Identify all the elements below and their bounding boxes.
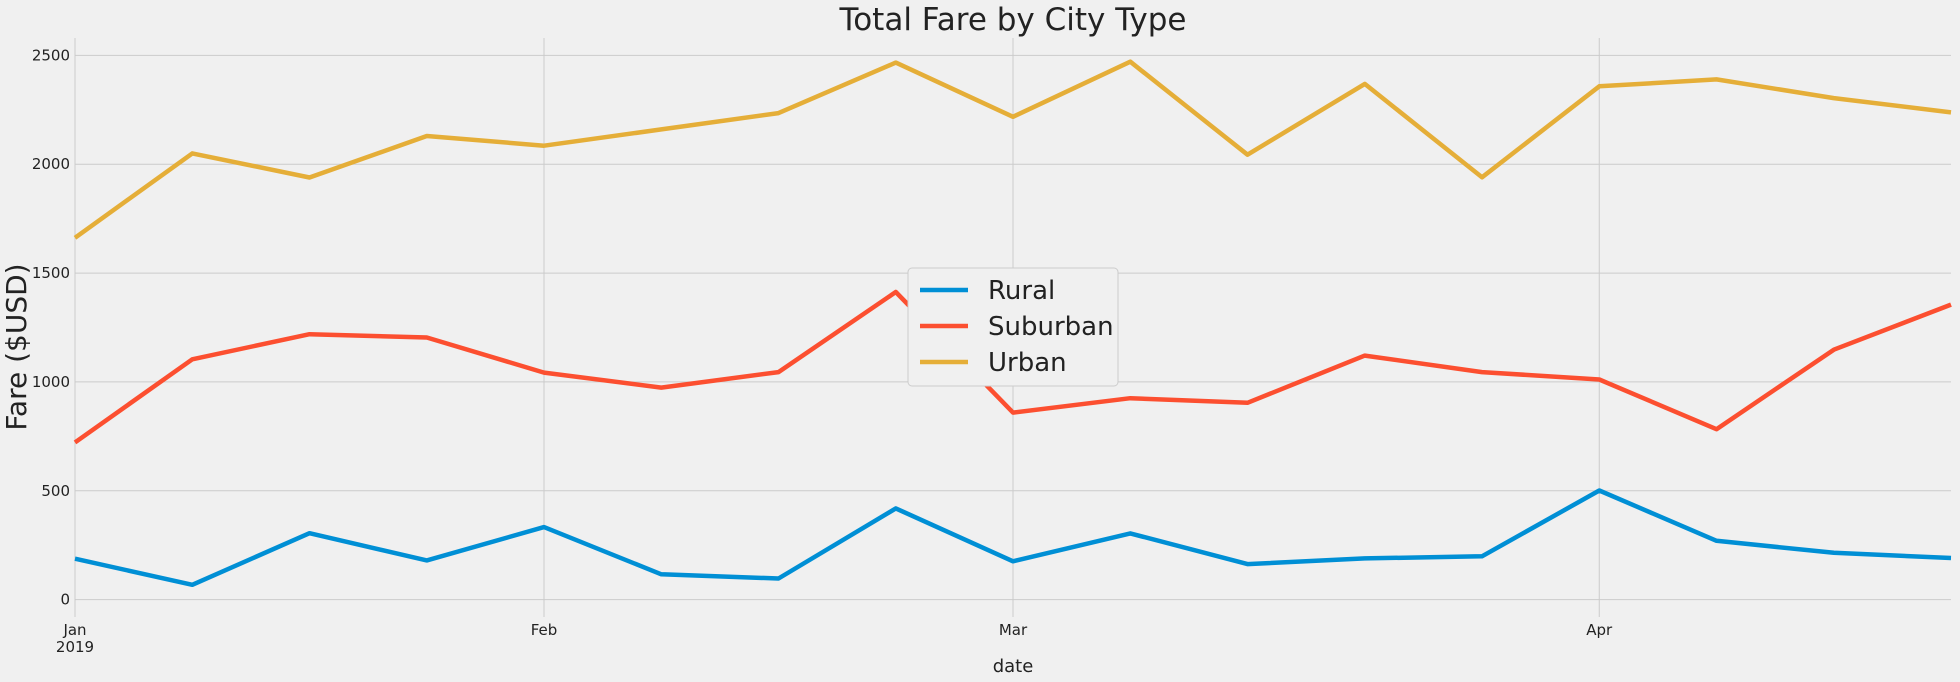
data-point-rural-5 — [659, 572, 663, 576]
data-point-suburban-5 — [659, 386, 663, 390]
data-point-urban-10 — [1246, 153, 1250, 157]
data-point-urban-8 — [1011, 115, 1015, 119]
data-point-suburban-8 — [1011, 411, 1015, 415]
data-point-suburban-10 — [1246, 401, 1250, 405]
data-point-rural-4 — [542, 525, 546, 529]
data-point-rural-3 — [425, 558, 429, 562]
data-point-urban-6 — [777, 111, 781, 115]
chart-title: Total Fare by City Type — [839, 2, 1187, 38]
data-point-rural-16 — [1949, 556, 1953, 560]
y-tick-label-2500: 2500 — [32, 46, 70, 64]
data-point-urban-3 — [425, 134, 429, 138]
data-point-suburban-1 — [190, 357, 194, 361]
y-tick-label-500: 500 — [41, 482, 70, 500]
x-tick-label-apr: Apr — [1586, 621, 1613, 639]
legend-box — [907, 267, 1119, 387]
data-point-urban-12 — [1480, 175, 1484, 179]
data-point-suburban-4 — [542, 371, 546, 375]
data-point-urban-0 — [73, 236, 77, 240]
data-point-rural-7 — [894, 506, 898, 510]
series-line-rural — [74, 488, 1952, 588]
data-point-rural-13 — [1597, 489, 1601, 493]
y-tick-label-0: 0 — [60, 591, 70, 609]
y-tick-label-1000: 1000 — [32, 373, 70, 391]
data-point-suburban-6 — [777, 370, 781, 374]
data-point-suburban-14 — [1715, 427, 1719, 431]
y-axis-title: Fare ($USD) — [0, 263, 33, 430]
data-point-suburban-11 — [1363, 354, 1367, 358]
data-point-suburban-13 — [1597, 378, 1601, 382]
data-point-urban-4 — [542, 144, 546, 148]
x-tick-label-mar: Mar — [999, 621, 1028, 639]
data-point-urban-14 — [1715, 77, 1719, 81]
data-point-suburban-7 — [894, 290, 898, 294]
series-line-urban — [73, 59, 1952, 240]
series-line-suburban — [73, 289, 1952, 445]
data-point-suburban-2 — [308, 332, 312, 336]
data-point-suburban-15 — [1832, 348, 1836, 352]
data-point-suburban-3 — [425, 336, 429, 340]
data-point-suburban-16 — [1949, 303, 1953, 307]
data-point-urban-11 — [1363, 82, 1367, 86]
data-point-urban-7 — [894, 61, 898, 65]
data-point-rural-9 — [1128, 531, 1132, 535]
data-point-urban-13 — [1597, 84, 1601, 88]
data-point-urban-9 — [1128, 60, 1132, 64]
data-point-suburban-0 — [73, 440, 77, 444]
data-point-rural-14 — [1715, 539, 1719, 543]
data-point-rural-0 — [73, 557, 77, 561]
legend-label-rural: Rural — [988, 276, 1055, 306]
data-point-rural-1 — [190, 583, 194, 587]
data-point-suburban-9 — [1128, 396, 1132, 400]
data-point-rural-11 — [1363, 556, 1367, 560]
x-axis-title: date — [993, 656, 1034, 677]
data-point-urban-1 — [190, 151, 194, 155]
y-tick-label-1500: 1500 — [32, 264, 70, 282]
data-point-urban-5 — [659, 127, 663, 131]
data-point-urban-16 — [1949, 110, 1953, 114]
x-tick-sublabel-2019: 2019 — [56, 638, 94, 656]
legend-label-urban: Urban — [988, 348, 1067, 378]
data-point-urban-15 — [1832, 96, 1836, 100]
series-layer — [73, 59, 1953, 588]
data-point-rural-12 — [1480, 554, 1484, 558]
data-point-rural-2 — [308, 531, 312, 535]
data-point-rural-15 — [1832, 551, 1836, 555]
x-tick-label-jan: Jan — [62, 621, 86, 639]
data-point-suburban-12 — [1480, 370, 1484, 374]
data-point-rural-6 — [777, 576, 781, 580]
legend-label-suburban: Suburban — [988, 312, 1114, 342]
data-point-rural-8 — [1011, 559, 1015, 563]
data-point-rural-10 — [1246, 562, 1250, 566]
data-point-urban-2 — [308, 176, 312, 180]
legend: Rural Suburban Urban — [907, 267, 1119, 387]
x-tick-label-feb: Feb — [531, 621, 558, 639]
y-tick-label-2000: 2000 — [32, 155, 70, 173]
